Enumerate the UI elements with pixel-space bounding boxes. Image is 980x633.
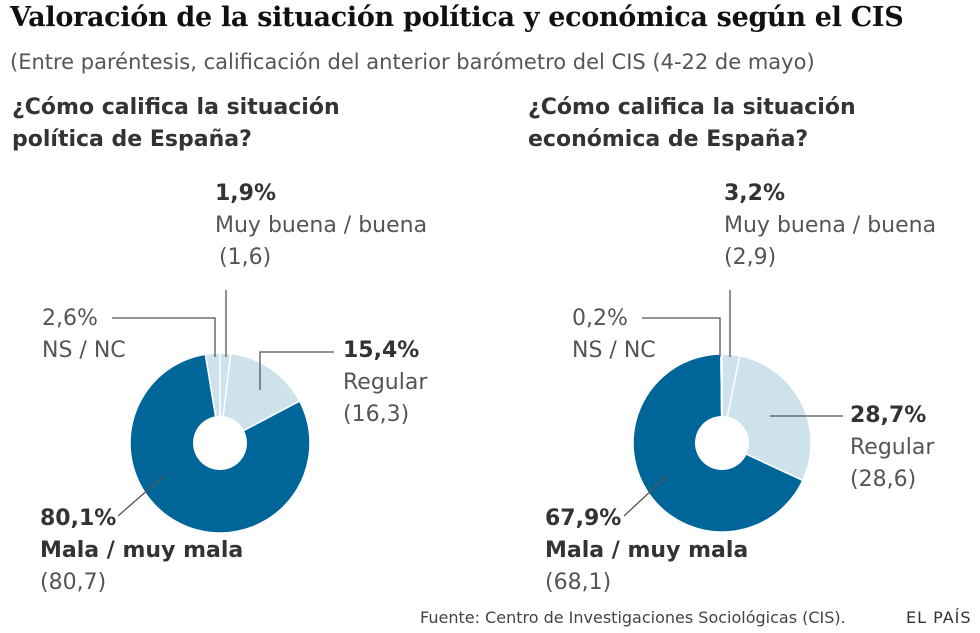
label-politica-regular: 15,4% Regular (16,3) [343,335,427,431]
category-economica-nsnc: NS / NC [572,338,656,363]
pie-politica [129,352,311,534]
label-politica-nsnc: 2,6% NS / NC [42,303,126,367]
leader-economica-nsnc [642,317,721,357]
value-economica-regular: 28,7% [850,403,927,428]
previous-economica-mala: (68,1) [545,570,612,595]
leader-politica-regular [259,351,334,390]
label-economica-nsnc: 0,2% NS / NC [572,303,656,367]
label-economica-regular: 28,7% Regular (28,6) [850,400,934,496]
slice-politica-regular [219,352,301,445]
category-politica-nsnc: NS / NC [42,338,126,363]
pie-economica [632,353,812,533]
leader-lines [112,290,843,517]
category-politica-regular: Regular [343,370,428,395]
label-economica-buena: 3,2% Muy buena / buena (2,9) [724,178,936,274]
value-politica-regular: 15,4% [343,338,420,363]
category-politica-mala: Mala / muy mala [40,538,244,563]
label-politica-mala: 80,1% Mala / muy mala (80,7) [40,503,243,599]
previous-politica-buena: (1,6) [219,245,272,270]
question-politica: ¿Cómo califica la situación política de … [12,95,340,152]
source-note: Fuente: Centro de Investigaciones Sociol… [420,608,846,627]
leader-politica-mala [117,474,166,517]
previous-politica-mala: (80,7) [40,570,107,595]
value-politica-mala: 80,1% [40,506,117,531]
previous-politica-regular: (16,3) [343,402,410,427]
leader-politica-nsnc [112,317,216,357]
value-politica-nsnc: 2,6% [42,306,98,331]
chart-subtitle: (Entre paréntesis, calificación del ante… [10,50,815,74]
previous-economica-regular: (28,6) [850,467,917,492]
chart-title: Valoración de la situación política y ec… [10,2,904,33]
category-economica-mala: Mala / muy mala [545,538,749,563]
donut-hole-politica [193,416,247,470]
previous-economica-buena: (2,9) [724,245,777,270]
value-economica-mala: 67,9% [545,506,622,531]
question-economica: ¿Cómo califica la situación económica de… [528,95,856,152]
leader-economica-mala [623,474,669,517]
value-economica-nsnc: 0,2% [572,306,628,331]
category-economica-buena: Muy buena / buena [724,213,937,238]
label-economica-mala: 67,9% Mala / muy mala (68,1) [545,503,748,599]
label-politica-buena: 1,9% Muy buena / buena (1,6) [215,178,427,274]
donut-hole-economica [695,416,749,470]
category-economica-regular: Regular [850,435,935,460]
brand-logo: EL PAÍS [906,608,972,627]
value-economica-buena: 3,2% [724,181,786,206]
value-politica-buena: 1,9% [215,181,277,206]
category-politica-buena: Muy buena / buena [215,213,428,238]
